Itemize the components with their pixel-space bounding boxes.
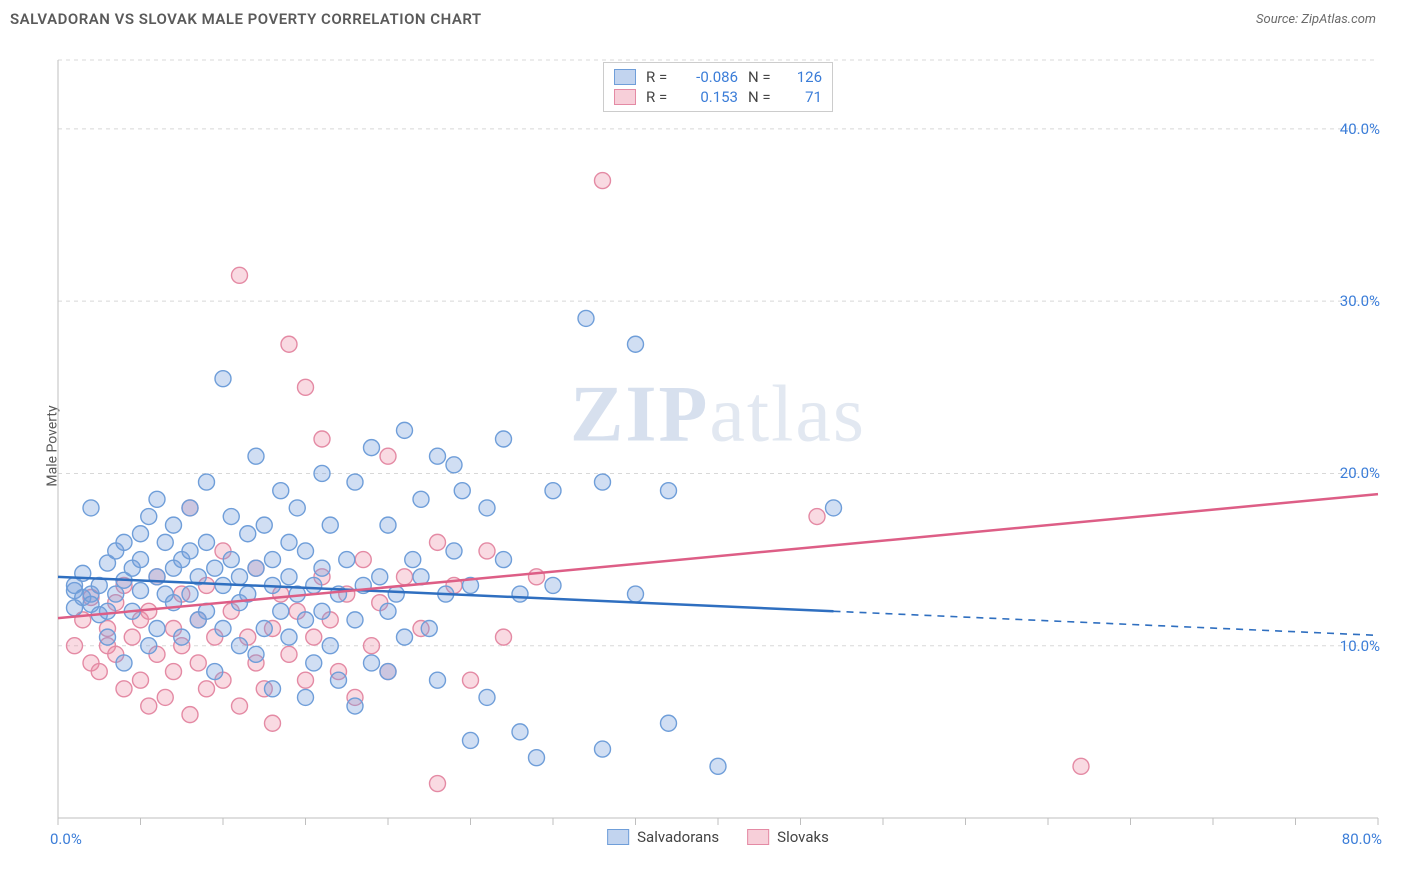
legend-swatch <box>614 89 636 105</box>
y-tick-label: 30.0% <box>1340 292 1380 310</box>
legend-swatch <box>614 69 636 85</box>
chart-title: SALVADORAN VS SLOVAK MALE POVERTY CORREL… <box>10 10 482 28</box>
r-label: R = <box>646 68 674 86</box>
stats-legend: R = -0.086 N = 126 R = 0.153 N = 71 <box>603 62 833 112</box>
legend-swatch <box>607 829 629 845</box>
n-label: N = <box>748 68 776 86</box>
r-value: -0.086 <box>684 68 738 86</box>
x-axis-min-label: 0.0% <box>50 830 82 848</box>
stats-legend-row: R = 0.153 N = 71 <box>614 87 822 107</box>
series-legend-item: Salvadorans <box>607 828 719 846</box>
series-legend-label: Salvadorans <box>637 828 719 846</box>
r-label: R = <box>646 88 674 106</box>
n-value: 71 <box>786 88 822 106</box>
y-tick-label: 20.0% <box>1340 464 1380 482</box>
x-axis-max-label: 80.0% <box>1342 830 1382 848</box>
n-value: 126 <box>786 68 822 86</box>
series-legend-label: Slovaks <box>777 828 829 846</box>
n-label: N = <box>748 88 776 106</box>
source-credit: Source: ZipAtlas.com <box>1256 12 1376 27</box>
r-value: 0.153 <box>684 88 738 106</box>
chart-area: ZIPatlas R =-0.086N =126R =0.153N =71 0.… <box>48 42 1388 852</box>
header: SALVADORAN VS SLOVAK MALE POVERTY CORREL… <box>0 0 1406 34</box>
y-tick-label: 10.0% <box>1340 637 1380 655</box>
series-legend-item: Slovaks <box>747 828 829 846</box>
series-legend: Salvadorans Slovaks <box>607 828 829 846</box>
y-tick-label: 40.0% <box>1340 120 1380 138</box>
scatter-plot <box>48 42 1388 852</box>
legend-swatch <box>747 829 769 845</box>
stats-legend-row: R = -0.086 N = 126 <box>614 67 822 87</box>
